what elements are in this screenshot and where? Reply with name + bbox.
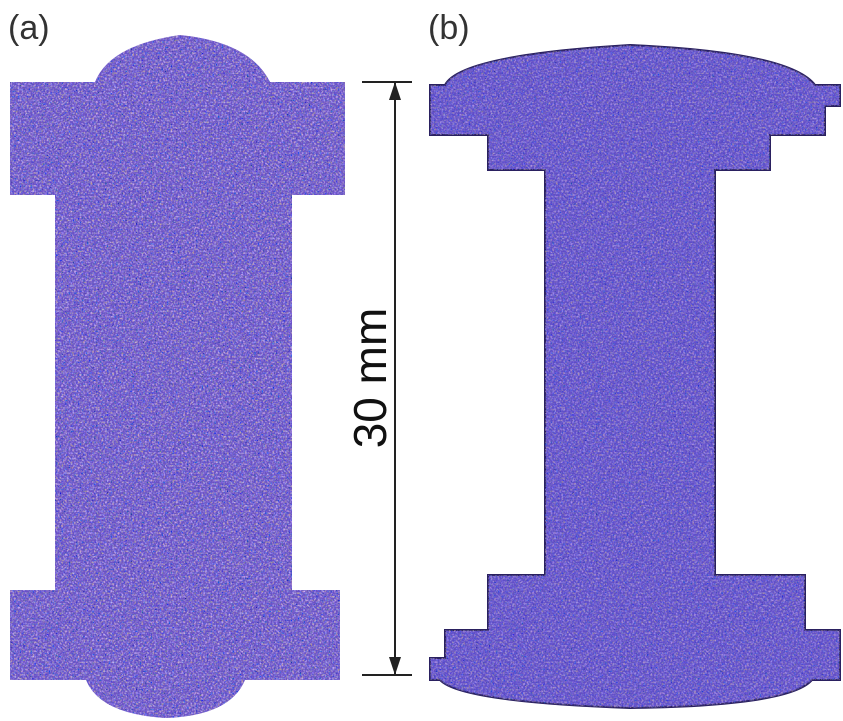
specimen-b (430, 45, 840, 708)
figure: 30 mm (a) (b) (0, 0, 843, 721)
page: {"panels": [{"label": "(a)"}, {"label": … (0, 0, 843, 721)
panel-label: (b) (428, 9, 470, 47)
specimen-a (10, 35, 345, 718)
panel-label: (a) (8, 9, 50, 47)
scale-label: 30 mm (344, 308, 396, 449)
arrow-head (389, 82, 401, 100)
arrow-head (389, 657, 401, 675)
